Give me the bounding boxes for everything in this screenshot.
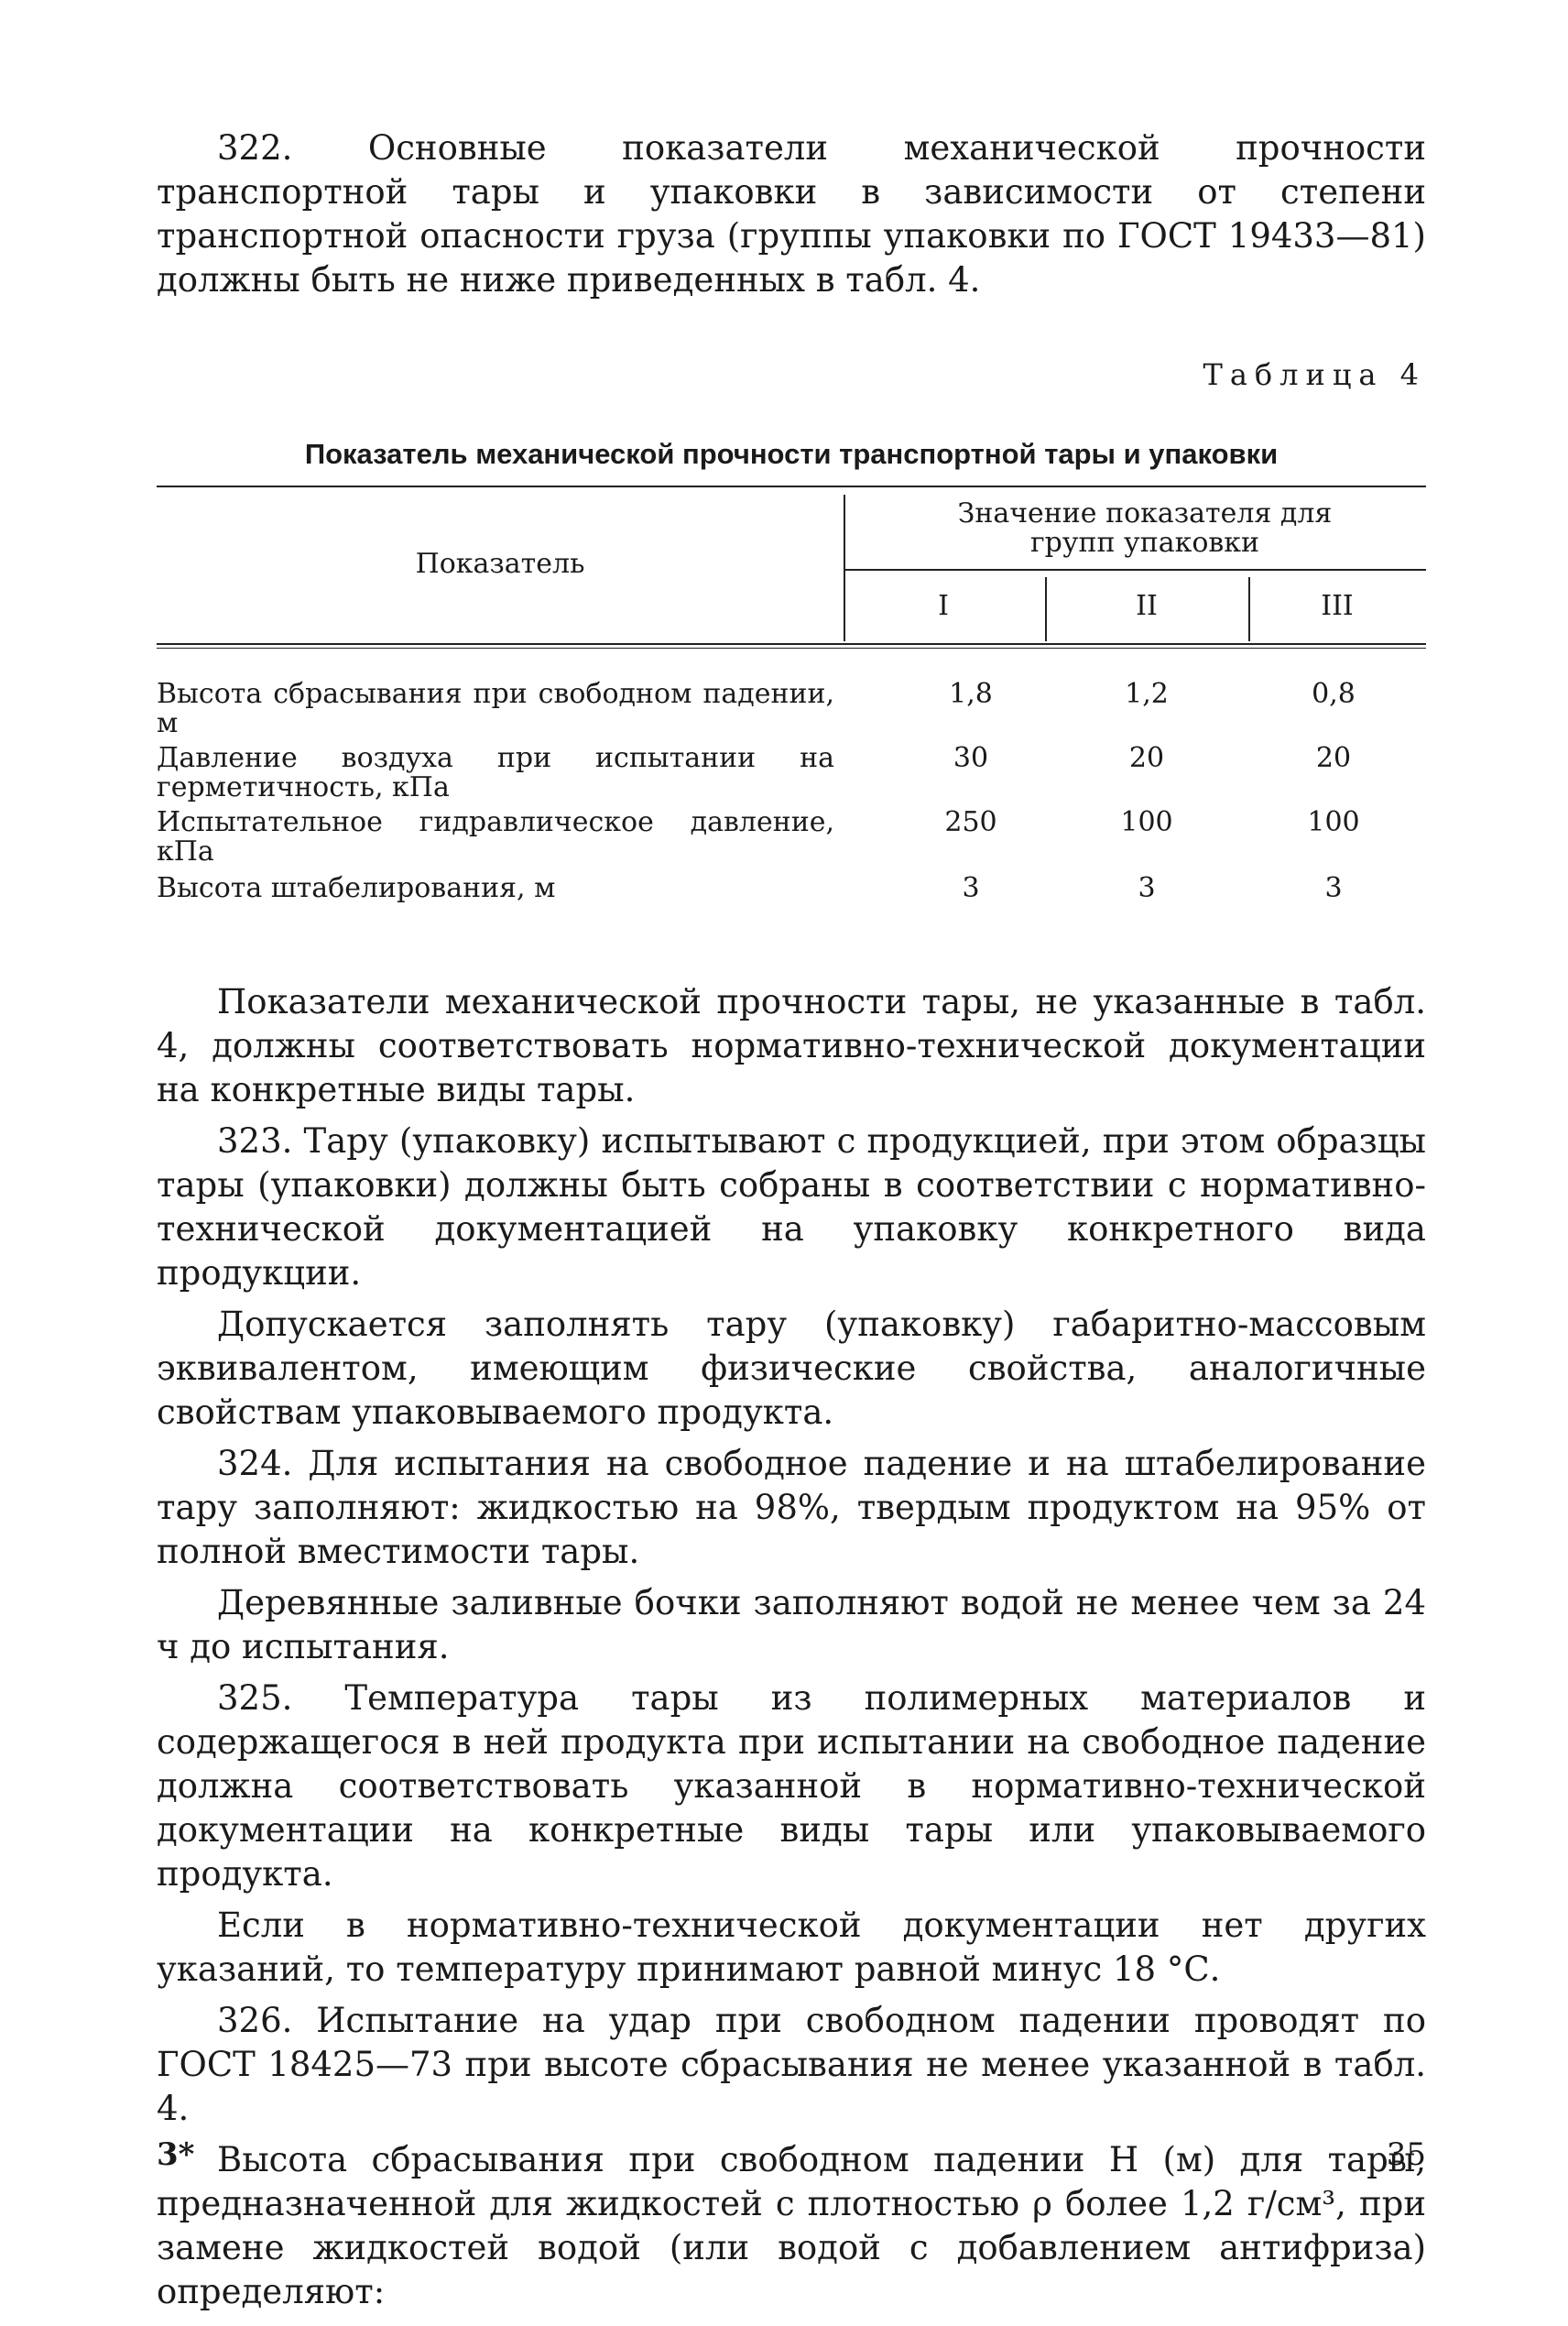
column-header: Показатель [415, 548, 585, 580]
row-label: Высота сбрасывания при свободном падении… [157, 678, 834, 739]
table-label: Таблица 4 [1203, 357, 1426, 392]
rule [157, 643, 1426, 645]
row-label: Высота штабелирования, м [157, 872, 556, 904]
paragraph: 325. Температура тары из полимерных мате… [157, 1678, 1426, 1894]
paragraph: 322. Основные показатели механической пр… [157, 128, 1426, 300]
group-label: II [1136, 590, 1158, 622]
paragraph: Высота сбрасывания при свободном падении… [157, 2140, 1426, 2311]
table-title: Показатель механической прочности трансп… [304, 438, 1279, 470]
rule [157, 648, 1426, 649]
cell-value: 3 [1138, 872, 1156, 904]
rule [1248, 577, 1250, 641]
group-label: I [938, 590, 949, 622]
paragraph: Деревянные заливные бочки заполняют водо… [157, 1583, 1426, 1666]
paragraph: 323. Тару (упаковку) испытывают с продук… [157, 1121, 1426, 1293]
page-number: 35 [1386, 2136, 1426, 2173]
cell-value: 0,8 [1312, 678, 1356, 710]
paragraph: Допускается заполнять тару (упаковку) га… [157, 1305, 1426, 1432]
paragraph: 324. Для испытания на свободное падение … [157, 1444, 1426, 1571]
cell-value: 100 [1307, 806, 1360, 838]
body-text: Показатели механической прочности тары, … [157, 980, 1426, 2321]
cell-value: 3 [962, 872, 980, 904]
rule [844, 569, 1426, 571]
cell-value: 20 [1128, 742, 1165, 774]
row-label: Испытательное гидравлическое давление, к… [157, 806, 834, 868]
cell-value: 250 [944, 806, 997, 838]
rule [844, 495, 845, 641]
cell-value: 20 [1315, 742, 1352, 774]
rule [157, 486, 1426, 487]
cell-value: 100 [1120, 806, 1173, 838]
cell-value: 1,8 [949, 678, 993, 710]
group-header: Значение показателя для групп упаковки [957, 497, 1333, 559]
cell-value: 1,2 [1125, 678, 1169, 710]
group-label: III [1321, 590, 1354, 622]
paragraph: Показатели механической прочности тары, … [157, 982, 1426, 1109]
cell-value: 30 [953, 742, 989, 774]
cell-value: 3 [1324, 872, 1343, 904]
row-label: Давление воздуха при испытании на гермет… [157, 742, 834, 803]
rule [1045, 577, 1047, 641]
paragraph: 326. Испытание на удар при свободном пад… [157, 2001, 1426, 2128]
paragraph: Если в нормативно-технической документац… [157, 1906, 1426, 1989]
signature-mark: 3* [157, 2136, 195, 2173]
